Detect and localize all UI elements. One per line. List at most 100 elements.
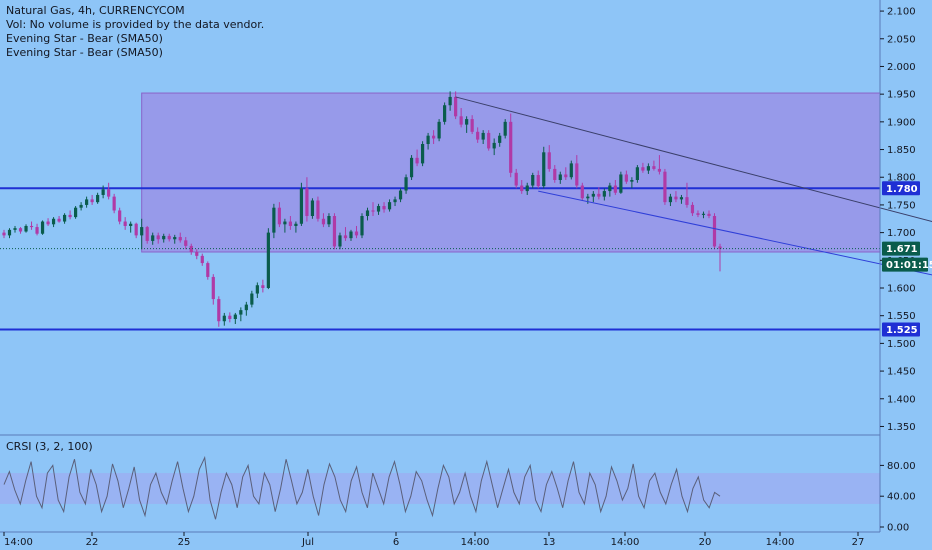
candle[interactable] <box>520 180 524 194</box>
candle[interactable] <box>630 177 634 189</box>
candle[interactable] <box>250 290 254 308</box>
candle[interactable] <box>57 216 61 223</box>
candle[interactable] <box>652 160 656 171</box>
candle[interactable] <box>646 163 650 174</box>
candle[interactable] <box>509 113 513 178</box>
candle[interactable] <box>514 168 518 189</box>
candle[interactable] <box>107 182 111 200</box>
candle[interactable] <box>261 279 265 293</box>
candle[interactable] <box>200 253 204 266</box>
candle[interactable] <box>487 130 491 151</box>
candle[interactable] <box>211 274 215 305</box>
candle[interactable] <box>18 227 23 234</box>
candle[interactable] <box>547 145 551 172</box>
horizontal-lines[interactable] <box>0 187 880 331</box>
candle[interactable] <box>398 188 403 203</box>
candle[interactable] <box>498 132 502 147</box>
candle[interactable] <box>277 202 281 228</box>
candle[interactable] <box>222 312 226 326</box>
candle[interactable] <box>35 223 39 236</box>
candle[interactable] <box>553 165 557 183</box>
candle[interactable] <box>569 160 573 180</box>
candle[interactable] <box>13 225 17 233</box>
candle[interactable] <box>476 127 480 143</box>
candle[interactable] <box>712 213 717 250</box>
candle[interactable] <box>580 182 584 201</box>
candle[interactable] <box>536 170 540 189</box>
candle[interactable] <box>701 211 706 219</box>
candle[interactable] <box>613 180 617 195</box>
candle[interactable] <box>129 221 133 233</box>
candle[interactable] <box>316 196 320 222</box>
candle[interactable] <box>354 225 359 239</box>
candle[interactable] <box>272 203 276 239</box>
candle[interactable] <box>310 198 315 219</box>
candle[interactable] <box>145 225 149 244</box>
candle[interactable] <box>415 149 419 167</box>
candle[interactable] <box>134 222 138 239</box>
candle[interactable] <box>531 172 535 189</box>
candle[interactable] <box>239 307 243 322</box>
candle[interactable] <box>29 221 34 230</box>
candle[interactable] <box>685 182 689 208</box>
candle[interactable] <box>46 218 50 226</box>
candle[interactable] <box>679 194 684 204</box>
candle[interactable] <box>657 155 662 175</box>
candle[interactable] <box>151 232 155 245</box>
time-axis[interactable]: 14:00 22 25 Jul 6 14:00 13 14:00 20 14:00 27 <box>0 531 880 548</box>
candle[interactable] <box>668 193 673 207</box>
candle[interactable] <box>96 192 100 204</box>
candle[interactable] <box>696 210 700 218</box>
candle[interactable] <box>371 202 375 216</box>
candle[interactable] <box>206 261 210 280</box>
candle[interactable] <box>24 224 28 233</box>
candle[interactable] <box>338 232 342 250</box>
candle[interactable] <box>597 187 601 200</box>
candle[interactable] <box>608 182 612 197</box>
candle[interactable] <box>426 132 430 150</box>
crsi-pane[interactable] <box>0 455 880 520</box>
candle[interactable] <box>432 130 436 144</box>
candle[interactable] <box>465 116 469 133</box>
candle[interactable] <box>443 102 447 125</box>
candle[interactable] <box>156 232 160 244</box>
candle[interactable] <box>454 91 458 120</box>
candle[interactable] <box>327 213 331 228</box>
candle[interactable] <box>343 227 348 241</box>
candle[interactable] <box>62 213 67 224</box>
candle[interactable] <box>79 202 83 211</box>
candle[interactable] <box>332 213 337 250</box>
candle[interactable] <box>619 171 623 194</box>
candle[interactable] <box>112 193 116 214</box>
candle[interactable] <box>228 312 232 323</box>
candle[interactable] <box>140 218 144 250</box>
candle[interactable] <box>288 216 292 230</box>
candle[interactable] <box>575 155 579 189</box>
candle[interactable] <box>459 108 463 128</box>
candle[interactable] <box>404 174 408 194</box>
candle[interactable] <box>564 167 568 180</box>
candle[interactable] <box>707 210 711 219</box>
candle[interactable] <box>178 232 182 243</box>
candle[interactable] <box>299 182 304 226</box>
candle[interactable] <box>305 177 309 222</box>
candle[interactable] <box>365 207 370 221</box>
candle[interactable] <box>360 213 364 239</box>
candle[interactable] <box>184 237 188 250</box>
candle[interactable] <box>448 91 452 111</box>
candle[interactable] <box>40 220 45 235</box>
candle[interactable] <box>503 119 507 139</box>
candle[interactable] <box>233 312 237 324</box>
candle[interactable] <box>674 191 678 203</box>
candle[interactable] <box>195 249 199 260</box>
candle[interactable] <box>690 202 695 216</box>
trendline-lower[interactable] <box>538 190 932 291</box>
candle[interactable] <box>635 165 639 183</box>
candle[interactable] <box>173 234 177 244</box>
candle[interactable] <box>217 296 221 327</box>
candle[interactable] <box>420 141 425 167</box>
candle[interactable] <box>68 210 72 220</box>
candle[interactable] <box>51 217 56 228</box>
candle[interactable] <box>663 168 667 205</box>
trendlines[interactable] <box>455 96 932 291</box>
